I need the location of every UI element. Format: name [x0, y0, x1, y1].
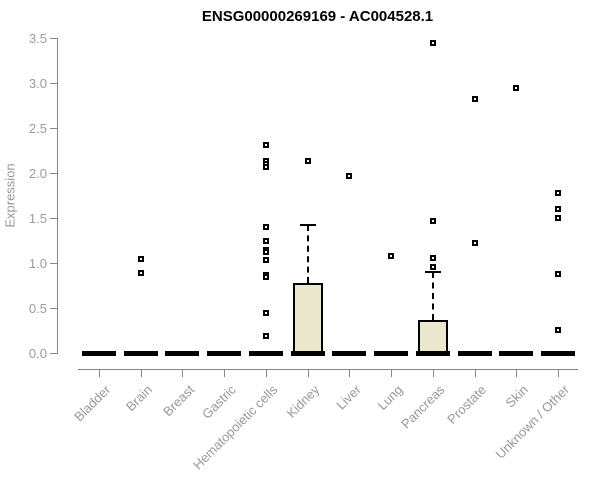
outlier-point — [388, 252, 395, 259]
outlier-point — [429, 254, 436, 261]
outlier-point — [262, 257, 269, 264]
y-tick — [50, 218, 57, 219]
median-bar — [290, 351, 325, 356]
outlier-point — [262, 249, 269, 256]
outlier-point — [555, 206, 561, 212]
median-bar — [123, 351, 158, 356]
outlier-point — [555, 326, 561, 333]
x-tick — [349, 370, 351, 377]
median-bar — [457, 351, 492, 356]
category-label: Bladder — [71, 382, 114, 425]
box — [292, 282, 323, 353]
outlier-point — [137, 269, 144, 276]
y-tick — [50, 173, 57, 174]
median-bar — [165, 351, 200, 356]
x-tick — [307, 370, 309, 377]
outlier-point — [429, 217, 436, 224]
y-axis-label: Expression — [2, 163, 18, 228]
category-label: Unknown / Other — [493, 382, 573, 462]
outlier-point — [346, 172, 353, 179]
median-bar — [415, 351, 450, 356]
median-bar — [82, 351, 116, 356]
y-tick-label: 0.5 — [28, 301, 47, 316]
outlier-point — [555, 189, 561, 196]
y-tick-label: 1.0 — [28, 256, 47, 271]
category-label: Lung — [374, 382, 406, 414]
median-bar — [248, 351, 283, 356]
x-tick — [224, 370, 226, 377]
category-label: Breast — [159, 382, 198, 420]
category-label: Prostate — [444, 382, 490, 427]
x-tick — [558, 370, 559, 377]
category-label: Pancreas — [397, 382, 448, 432]
outlier-point — [429, 40, 436, 47]
outlier-point — [513, 85, 520, 92]
y-tick — [50, 353, 57, 354]
y-tick — [50, 128, 57, 129]
y-tick-label: 3.5 — [28, 31, 47, 46]
outlier-point — [429, 263, 436, 270]
y-axis-line — [57, 38, 58, 354]
category-label: Liver — [333, 382, 364, 413]
x-tick — [432, 370, 434, 377]
outlier-point — [262, 238, 269, 245]
x-tick — [391, 370, 393, 377]
outlier-point — [555, 270, 561, 277]
whisker — [306, 225, 309, 283]
x-tick — [516, 370, 518, 377]
y-tick-label: 1.5 — [28, 211, 47, 226]
chart-title: ENSG00000269169 - AC004528.1 — [201, 8, 434, 25]
y-tick — [50, 263, 57, 264]
outlier-point — [555, 215, 561, 221]
median-bar — [207, 351, 242, 356]
x-tick — [474, 370, 476, 377]
outlier-point — [471, 96, 478, 103]
y-tick-label: 3.0 — [28, 76, 47, 91]
y-tick-label: 2.0 — [28, 166, 47, 181]
category-label: Kidney — [283, 382, 323, 421]
median-bar — [541, 351, 575, 356]
box — [417, 319, 448, 353]
x-tick — [182, 370, 184, 377]
category-label: Skin — [502, 382, 531, 411]
outlier-point — [262, 332, 269, 339]
x-tick — [99, 370, 100, 377]
median-bar — [332, 351, 367, 356]
outlier-point — [262, 142, 269, 149]
outlier-point — [262, 163, 269, 170]
outlier-point — [137, 256, 144, 263]
y-tick-label: 0.0 — [28, 346, 47, 361]
x-tick — [140, 370, 142, 377]
outlier-point — [262, 224, 269, 230]
outlier-point — [262, 310, 269, 317]
category-label: Brain — [123, 382, 156, 415]
y-tick-label: 2.5 — [28, 121, 47, 136]
whisker-cap — [299, 224, 316, 227]
y-tick — [50, 38, 57, 39]
y-tick — [50, 308, 57, 309]
x-axis-line — [78, 369, 578, 370]
category-label: Gastric — [199, 382, 239, 422]
outlier-point — [262, 274, 269, 281]
median-bar — [374, 351, 409, 356]
x-tick — [265, 370, 267, 377]
whisker — [431, 272, 434, 320]
whisker-cap — [424, 271, 441, 273]
y-tick — [50, 83, 57, 84]
median-bar — [499, 351, 534, 356]
outlier-point — [304, 158, 311, 165]
outlier-point — [471, 240, 478, 247]
